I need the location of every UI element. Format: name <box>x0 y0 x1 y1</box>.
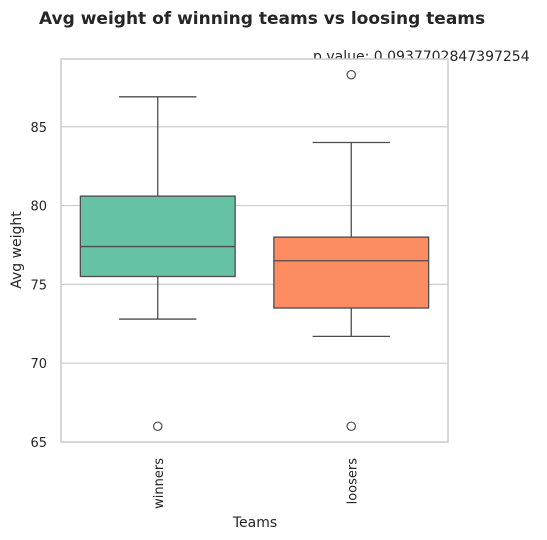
y-tick-label: 80 <box>30 200 47 215</box>
y-tick-labels: 65 70 75 80 85 <box>30 121 47 451</box>
box-winners <box>79 96 236 432</box>
box-iqr <box>79 195 236 278</box>
x-axis-label: Teams <box>232 515 277 531</box>
outlier-point <box>346 69 357 80</box>
x-tick-label: loosers <box>345 458 360 505</box>
y-tick-label: 70 <box>30 357 47 372</box>
y-axis-label: Avg weight <box>9 211 25 289</box>
outlier-point <box>346 421 357 432</box>
x-tick-labels: winners loosers <box>152 458 361 509</box>
y-tick-label: 75 <box>30 278 47 293</box>
outlier-point <box>152 421 163 432</box>
box-iqr <box>273 236 430 309</box>
chart-title: Avg weight of winning teams vs loosing t… <box>39 9 485 29</box>
y-tick-label: 85 <box>30 121 47 136</box>
box-loosers <box>273 69 430 432</box>
boxes <box>79 69 430 432</box>
x-tick-label: winners <box>152 458 167 509</box>
y-tick-label: 65 <box>30 436 47 451</box>
